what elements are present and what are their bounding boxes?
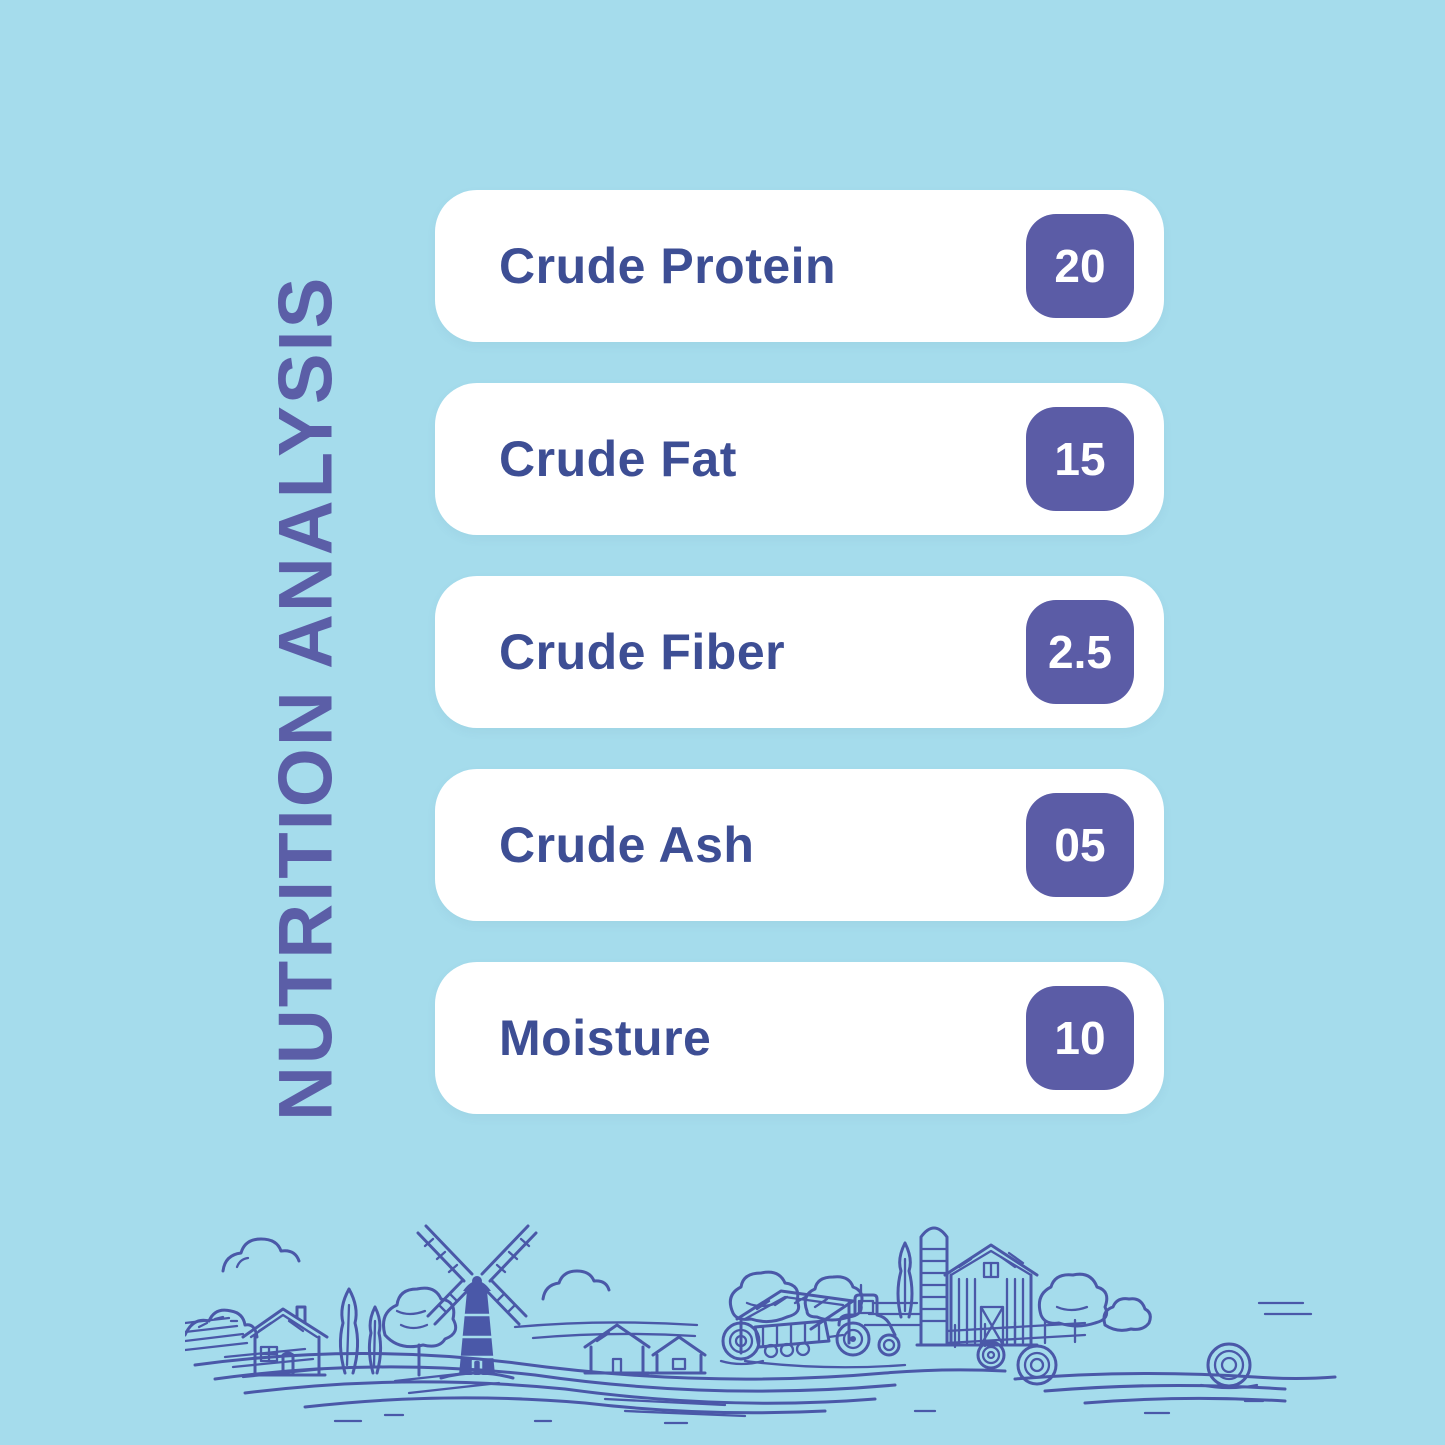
nutrient-value-badge: 2.5 <box>1026 600 1134 704</box>
barn-icon <box>943 1243 1039 1347</box>
hay-bale-icon <box>976 1340 1259 1390</box>
nutrition-row: Crude Protein 20 <box>435 190 1164 342</box>
trees-right <box>1037 1272 1152 1332</box>
tree-icon <box>382 1286 458 1377</box>
poplar-tree <box>896 1241 914 1319</box>
nutrient-label: Crude Fat <box>499 431 737 487</box>
nutrition-row: Crude Ash 05 <box>435 769 1164 921</box>
silo-icon <box>915 1226 953 1347</box>
nutrient-value-badge: 10 <box>1026 986 1134 1090</box>
tractor-icon <box>835 1283 901 1357</box>
nutrition-row: Moisture 10 <box>435 962 1164 1114</box>
cloud-icon <box>221 1237 611 1301</box>
page-title: NUTRITION ANALYSIS <box>263 275 349 1121</box>
nutrient-value-badge: 05 <box>1026 793 1134 897</box>
farm-landscape-illustration <box>185 1224 1337 1425</box>
shed-and-trailer <box>735 1289 855 1359</box>
field-lines-left <box>185 1301 1313 1352</box>
nutrient-label: Crude Ash <box>499 817 755 873</box>
nutrient-value-badge: 15 <box>1026 407 1134 511</box>
nutrition-row: Crude Fat 15 <box>435 383 1164 535</box>
bushes <box>185 1308 259 1339</box>
trees <box>728 1270 864 1324</box>
poplar-trees <box>338 1287 383 1375</box>
nutrition-list: Crude Protein 20 Crude Fat 15 Crude Fibe… <box>435 190 1164 1114</box>
nutrient-value-badge: 20 <box>1026 214 1134 318</box>
nutrition-row: Crude Fiber 2.5 <box>435 576 1164 728</box>
nutrient-label: Crude Protein <box>499 238 837 294</box>
village-houses <box>583 1323 707 1375</box>
nutrient-label: Crude Fiber <box>499 624 786 680</box>
field-lines <box>193 1347 1337 1425</box>
nutrient-label: Moisture <box>499 1010 712 1066</box>
